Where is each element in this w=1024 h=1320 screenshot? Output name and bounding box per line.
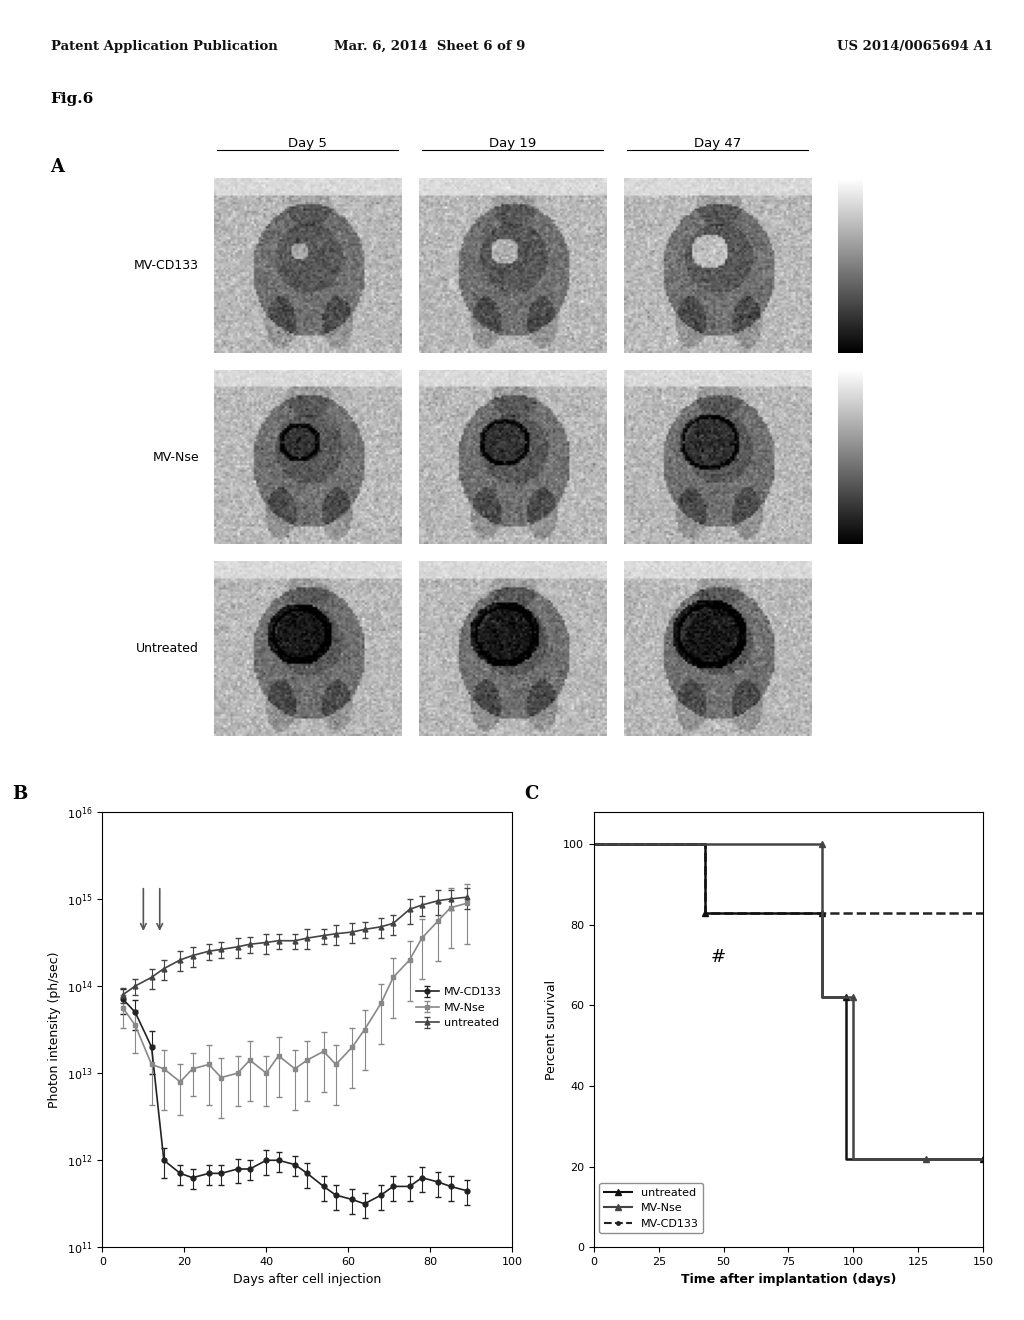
Text: US 2014/0065694 A1: US 2014/0065694 A1	[838, 40, 993, 53]
Text: A: A	[50, 158, 63, 177]
Text: MV-Nse: MV-Nse	[153, 450, 199, 463]
Legend: MV-CD133, MV-Nse, untreated: MV-CD133, MV-Nse, untreated	[412, 983, 507, 1032]
Text: Mar. 6, 2014  Sheet 6 of 9: Mar. 6, 2014 Sheet 6 of 9	[335, 40, 525, 53]
Legend: untreated, MV-Nse, MV-CD133: untreated, MV-Nse, MV-CD133	[599, 1183, 702, 1233]
X-axis label: Time after implantation (days): Time after implantation (days)	[681, 1272, 896, 1286]
Text: Day 5: Day 5	[288, 137, 327, 150]
X-axis label: Days after cell injection: Days after cell injection	[233, 1272, 381, 1286]
Text: B: B	[12, 785, 28, 803]
Text: Patent Application Publication: Patent Application Publication	[51, 40, 278, 53]
Text: Day 19: Day 19	[488, 137, 537, 150]
Text: Fig.6: Fig.6	[50, 92, 93, 107]
Text: Untreated: Untreated	[136, 642, 199, 655]
Text: #: #	[711, 948, 726, 966]
Y-axis label: Photon intensity (ph/sec): Photon intensity (ph/sec)	[48, 952, 61, 1107]
Text: Day 47: Day 47	[694, 137, 741, 150]
Y-axis label: Percent survival: Percent survival	[545, 979, 558, 1080]
Text: C: C	[524, 785, 539, 803]
Text: MV-CD133: MV-CD133	[134, 259, 199, 272]
